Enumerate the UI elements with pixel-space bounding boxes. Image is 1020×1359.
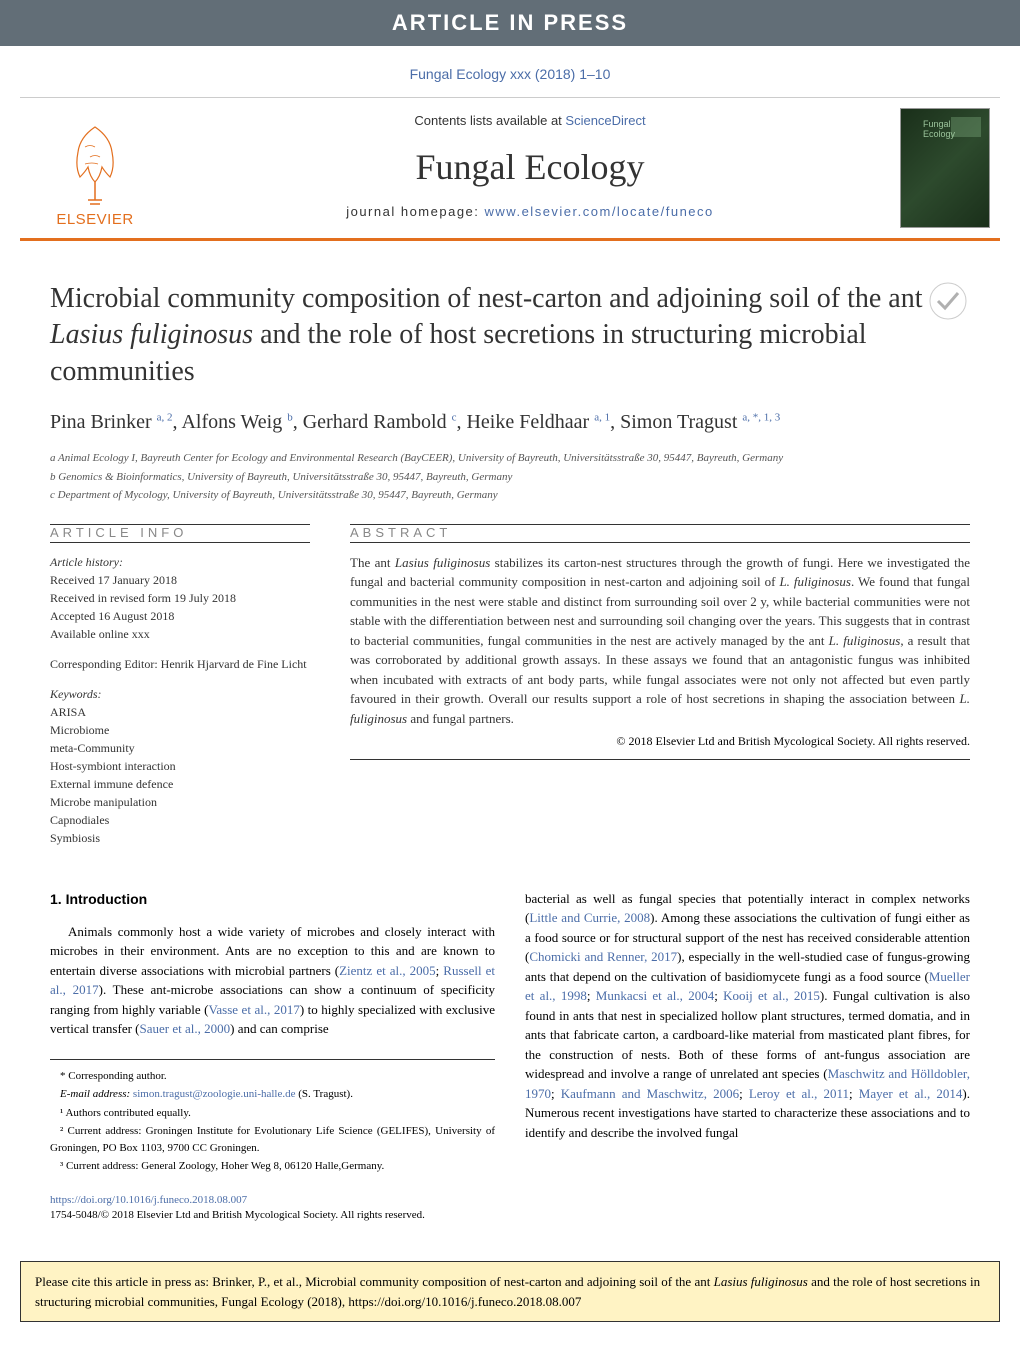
homepage-prefix: journal homepage: xyxy=(346,204,484,219)
author-2: , Alfons Weig xyxy=(173,411,288,433)
email-suffix: (S. Tragust). xyxy=(296,1088,353,1100)
abstract-heading: ABSTRACT xyxy=(350,525,970,540)
sciencedirect-link[interactable]: ScienceDirect xyxy=(565,113,645,128)
title-pre: Microbial community composition of nest-… xyxy=(50,283,923,314)
article-content: Microbial community composition of nest-… xyxy=(0,241,1020,1243)
keywords-block: Keywords: ARISAMicrobiomemeta-CommunityH… xyxy=(50,685,310,847)
keywords-label: Keywords: xyxy=(50,687,102,701)
author-5: , Simon Tragust xyxy=(610,411,742,433)
article-info-column: ARTICLE INFO Article history: Received 1… xyxy=(50,524,310,859)
author-1-sup[interactable]: a, 2 xyxy=(157,412,173,424)
citation-box: Please cite this article in press as: Br… xyxy=(20,1261,1000,1322)
doi-link[interactable]: https://doi.org/10.1016/j.funeco.2018.08… xyxy=(50,1194,247,1206)
journal-banner: ELSEVIER Contents lists available at Sci… xyxy=(20,97,1000,241)
email-label: E-mail address: xyxy=(60,1088,133,1100)
footnote-corr: * Corresponding author. xyxy=(50,1068,495,1085)
main-text-columns: 1. Introduction Animals commonly host a … xyxy=(50,889,970,1224)
authors-line: Pina Brinker a, 2, Alfons Weig b, Gerhar… xyxy=(50,408,970,436)
info-mid-rule xyxy=(50,542,310,543)
author-5-sup[interactable]: a, *, 1, 3 xyxy=(742,412,780,424)
journal-cover-image: Fungal Ecology xyxy=(900,108,990,228)
article-info-heading: ARTICLE INFO xyxy=(50,525,310,540)
banner-center: Contents lists available at ScienceDirec… xyxy=(170,98,890,238)
history-label: Article history: xyxy=(50,555,123,569)
revised-date: Received in revised form 19 July 2018 xyxy=(50,591,236,605)
left-column: 1. Introduction Animals commonly host a … xyxy=(50,889,495,1224)
elsevier-logo-block: ELSEVIER xyxy=(20,98,170,238)
citation-pre: Please cite this article in press as: Br… xyxy=(35,1274,714,1289)
homepage-line: journal homepage: www.elsevier.com/locat… xyxy=(170,204,890,219)
article-in-press-bar: ARTICLE IN PRESS xyxy=(0,0,1020,46)
author-3: , Gerhard Rambold xyxy=(293,411,452,433)
info-abstract-row: ARTICLE INFO Article history: Received 1… xyxy=(50,524,970,859)
email-link[interactable]: simon.tragust@zoologie.uni-halle.de xyxy=(133,1088,296,1100)
corresponding-editor: Corresponding Editor: Henrik Hjarvard de… xyxy=(50,655,310,673)
homepage-link[interactable]: www.elsevier.com/locate/funeco xyxy=(485,204,714,219)
journal-cover-block: Fungal Ecology xyxy=(890,98,1000,238)
affiliation-b: b Genomics & Bioinformatics, University … xyxy=(50,469,970,486)
abs-bottom-rule xyxy=(350,759,970,760)
keywords-list: ARISAMicrobiomemeta-CommunityHost-symbio… xyxy=(50,705,176,845)
footnote-2: ² Current address: Groningen Institute f… xyxy=(50,1123,495,1156)
right-column: bacterial as well as fungal species that… xyxy=(525,889,970,1224)
affiliation-c: c Department of Mycology, University of … xyxy=(50,487,970,504)
cover-title: Fungal Ecology xyxy=(923,119,967,139)
footnote-1: ¹ Authors contributed equally. xyxy=(50,1105,495,1122)
received-date: Received 17 January 2018 xyxy=(50,573,177,587)
sd-prefix: Contents lists available at xyxy=(414,113,565,128)
article-title: Microbial community composition of nest-… xyxy=(50,281,970,390)
elsevier-tree-icon xyxy=(60,122,130,207)
author-4-sup[interactable]: a, 1 xyxy=(594,412,610,424)
abstract-copyright: © 2018 Elsevier Ltd and British Mycologi… xyxy=(350,734,970,749)
footnote-3: ³ Current address: General Zoology, Hohe… xyxy=(50,1158,495,1175)
affiliation-a: a Animal Ecology I, Bayreuth Center for … xyxy=(50,450,970,467)
doi-copyright: 1754-5048/© 2018 Elsevier Ltd and Britis… xyxy=(50,1209,425,1221)
title-species: Lasius fuliginosus xyxy=(50,319,253,350)
doi-section: https://doi.org/10.1016/j.funeco.2018.08… xyxy=(50,1193,495,1224)
article-history: Article history: Received 17 January 201… xyxy=(50,553,310,643)
sciencedirect-line: Contents lists available at ScienceDirec… xyxy=(170,113,890,128)
journal-name: Fungal Ecology xyxy=(170,146,890,188)
affiliations: a Animal Ecology I, Bayreuth Center for … xyxy=(50,450,970,504)
citation-species: Lasius fuliginosus xyxy=(714,1274,808,1289)
elsevier-text: ELSEVIER xyxy=(56,211,133,228)
abstract-text: The ant Lasius fuliginosus stabilizes it… xyxy=(350,553,970,729)
author-1: Pina Brinker xyxy=(50,411,157,433)
footnotes: * Corresponding author. E-mail address: … xyxy=(50,1059,495,1175)
author-4: , Heike Feldhaar xyxy=(456,411,594,433)
footnote-email: E-mail address: simon.tragust@zoologie.u… xyxy=(50,1086,495,1103)
crossmark-icon[interactable] xyxy=(928,281,968,321)
article-info-block: Article history: Received 17 January 201… xyxy=(50,553,310,847)
accepted-date: Accepted 16 August 2018 xyxy=(50,609,174,623)
online-date: Available online xxx xyxy=(50,627,150,641)
intro-para-1: Animals commonly host a wide variety of … xyxy=(50,922,495,1039)
intro-heading: 1. Introduction xyxy=(50,889,495,910)
journal-reference: Fungal Ecology xxx (2018) 1–10 xyxy=(0,46,1020,97)
abstract-column: ABSTRACT The ant Lasius fuliginosus stab… xyxy=(350,524,970,859)
abs-mid-rule xyxy=(350,542,970,543)
intro-para-2: bacterial as well as fungal species that… xyxy=(525,889,970,1143)
